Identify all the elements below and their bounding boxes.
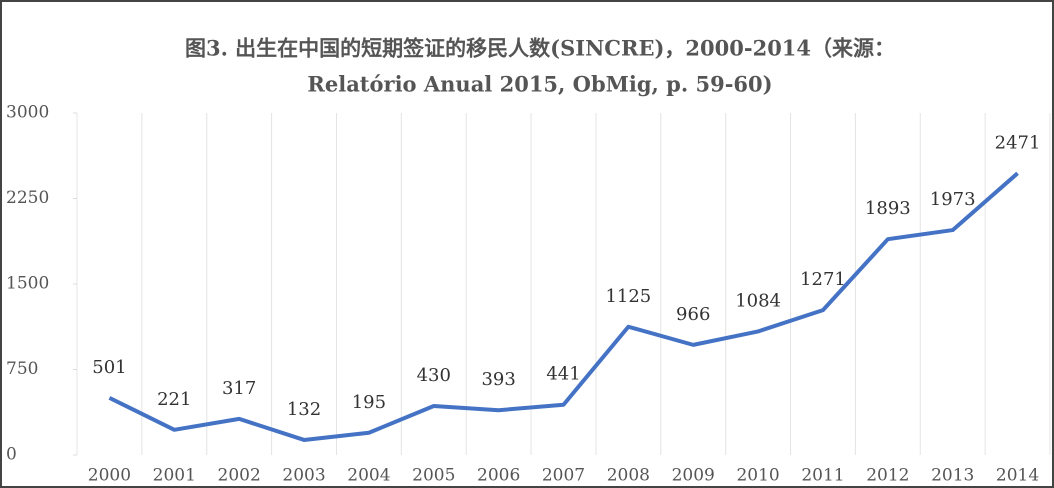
data-label: 501 — [92, 357, 126, 378]
x-tick-label: 2006 — [477, 466, 520, 486]
y-tick-label: 3000 — [6, 103, 49, 123]
data-label: 441 — [546, 364, 580, 385]
data-label: 1084 — [735, 290, 781, 311]
x-tick-label: 2007 — [542, 466, 585, 486]
data-label: 430 — [417, 365, 451, 386]
y-tick-label: 2250 — [6, 188, 49, 208]
data-label: 1973 — [930, 189, 976, 210]
y-tick-label: 1500 — [6, 274, 49, 294]
x-tick-label: 2001 — [153, 466, 196, 486]
data-label: 2471 — [995, 132, 1041, 153]
y-tick-label: 0 — [6, 445, 17, 465]
chart-title: Relatório Anual 2015, ObMig, p. 59-60) — [307, 72, 772, 97]
data-label: 132 — [287, 399, 321, 420]
x-tick-label: 2010 — [736, 466, 779, 486]
x-tick-label: 2005 — [412, 466, 455, 486]
data-label: 195 — [352, 392, 386, 413]
x-tick-label: 2011 — [801, 466, 844, 486]
x-tick-label: 2003 — [282, 466, 325, 486]
data-label: 1271 — [800, 269, 846, 290]
x-tick-label: 2000 — [88, 466, 131, 486]
x-tick-label: 2008 — [607, 466, 650, 486]
x-tick-label: 2009 — [672, 466, 715, 486]
data-label: 393 — [481, 369, 515, 390]
data-label: 966 — [676, 304, 710, 325]
data-label: 1125 — [605, 286, 651, 307]
x-tick-label: 2002 — [218, 466, 261, 486]
x-tick-label: 2012 — [866, 466, 909, 486]
x-tick-label: 2013 — [931, 466, 974, 486]
y-tick-label: 750 — [6, 359, 38, 379]
data-label: 1893 — [865, 198, 911, 219]
data-label: 221 — [157, 389, 191, 410]
x-tick-label: 2014 — [996, 466, 1039, 486]
x-tick-label: 2004 — [347, 466, 390, 486]
data-label: 317 — [222, 378, 256, 399]
series-line — [108, 171, 1019, 442]
chart-title: 图3. 出生在中国的短期签证的移民人数(SINCRE)，2000-2014（来源… — [185, 36, 895, 61]
